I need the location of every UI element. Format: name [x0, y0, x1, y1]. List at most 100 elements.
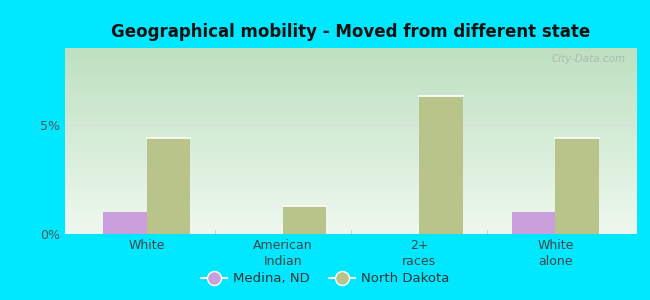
Bar: [65, 190, 637, 192]
Bar: [65, 160, 637, 161]
Bar: [65, 68, 637, 69]
Bar: [65, 175, 637, 176]
Bar: [65, 130, 637, 131]
Bar: [65, 147, 637, 148]
Bar: [65, 92, 637, 93]
Bar: [65, 229, 637, 230]
Bar: [65, 85, 637, 86]
Bar: [65, 134, 637, 135]
Bar: [65, 52, 637, 53]
Bar: [65, 117, 637, 119]
Bar: [65, 192, 637, 193]
Bar: [65, 61, 637, 63]
Bar: [65, 106, 637, 107]
Bar: [65, 232, 637, 233]
Bar: [65, 84, 637, 85]
Bar: [419, 96, 463, 234]
Bar: [65, 150, 637, 151]
Bar: [65, 199, 637, 200]
Bar: [65, 162, 637, 163]
Bar: [65, 198, 637, 199]
Bar: [65, 142, 637, 143]
Bar: [555, 138, 599, 234]
Bar: [65, 172, 637, 173]
Bar: [65, 217, 637, 218]
Bar: [65, 197, 637, 198]
Bar: [65, 78, 637, 79]
Bar: [65, 189, 637, 190]
Bar: [65, 83, 637, 84]
Bar: [65, 177, 637, 178]
Bar: [65, 124, 637, 125]
Bar: [65, 204, 637, 206]
Bar: [65, 145, 637, 146]
Bar: [65, 82, 637, 83]
Bar: [65, 105, 637, 106]
Bar: [65, 56, 637, 57]
Bar: [65, 99, 637, 100]
Bar: [65, 203, 637, 204]
Bar: [65, 128, 637, 129]
Bar: [65, 89, 637, 90]
Bar: [65, 225, 637, 226]
Bar: [65, 233, 637, 234]
Bar: [65, 194, 637, 196]
Bar: [65, 137, 637, 139]
Bar: [65, 75, 637, 76]
Bar: [65, 69, 637, 70]
Bar: [65, 80, 637, 82]
Bar: [65, 49, 637, 50]
Bar: [65, 182, 637, 183]
Bar: [65, 226, 637, 228]
Bar: [65, 178, 637, 179]
Bar: [65, 120, 637, 121]
Bar: [65, 230, 637, 232]
Bar: [65, 214, 637, 215]
Bar: [65, 168, 637, 169]
Bar: [65, 109, 637, 110]
Bar: [65, 193, 637, 194]
Bar: [65, 114, 637, 115]
Bar: [65, 74, 637, 75]
Bar: [65, 152, 637, 153]
Bar: [65, 73, 637, 74]
Bar: [65, 171, 637, 172]
Bar: [65, 220, 637, 222]
Bar: [65, 107, 637, 109]
Legend: Medina, ND, North Dakota: Medina, ND, North Dakota: [196, 267, 454, 290]
Bar: [65, 206, 637, 207]
Bar: [65, 94, 637, 95]
Bar: [65, 100, 637, 101]
Bar: [65, 158, 637, 160]
Bar: [65, 163, 637, 165]
Bar: [65, 67, 637, 68]
Bar: [65, 219, 637, 220]
Bar: [65, 90, 637, 92]
Bar: [65, 186, 637, 187]
Bar: [65, 76, 637, 78]
Bar: [65, 167, 637, 168]
Bar: [65, 122, 637, 124]
Bar: [65, 212, 637, 213]
Bar: [65, 64, 637, 65]
Bar: [65, 57, 637, 58]
Bar: [65, 54, 637, 56]
Bar: [65, 183, 637, 184]
Bar: [65, 104, 637, 105]
Bar: [65, 65, 637, 67]
Bar: [65, 119, 637, 120]
Bar: [65, 179, 637, 181]
Bar: [65, 157, 637, 158]
Bar: [65, 101, 637, 103]
Bar: [65, 110, 637, 111]
Bar: [65, 98, 637, 99]
Bar: [65, 207, 637, 208]
Bar: [65, 131, 637, 132]
Bar: [65, 154, 637, 156]
Bar: [65, 50, 637, 52]
Bar: [65, 153, 637, 154]
Bar: [65, 121, 637, 122]
Bar: [65, 112, 637, 114]
Bar: [65, 209, 637, 210]
Bar: [65, 181, 637, 182]
